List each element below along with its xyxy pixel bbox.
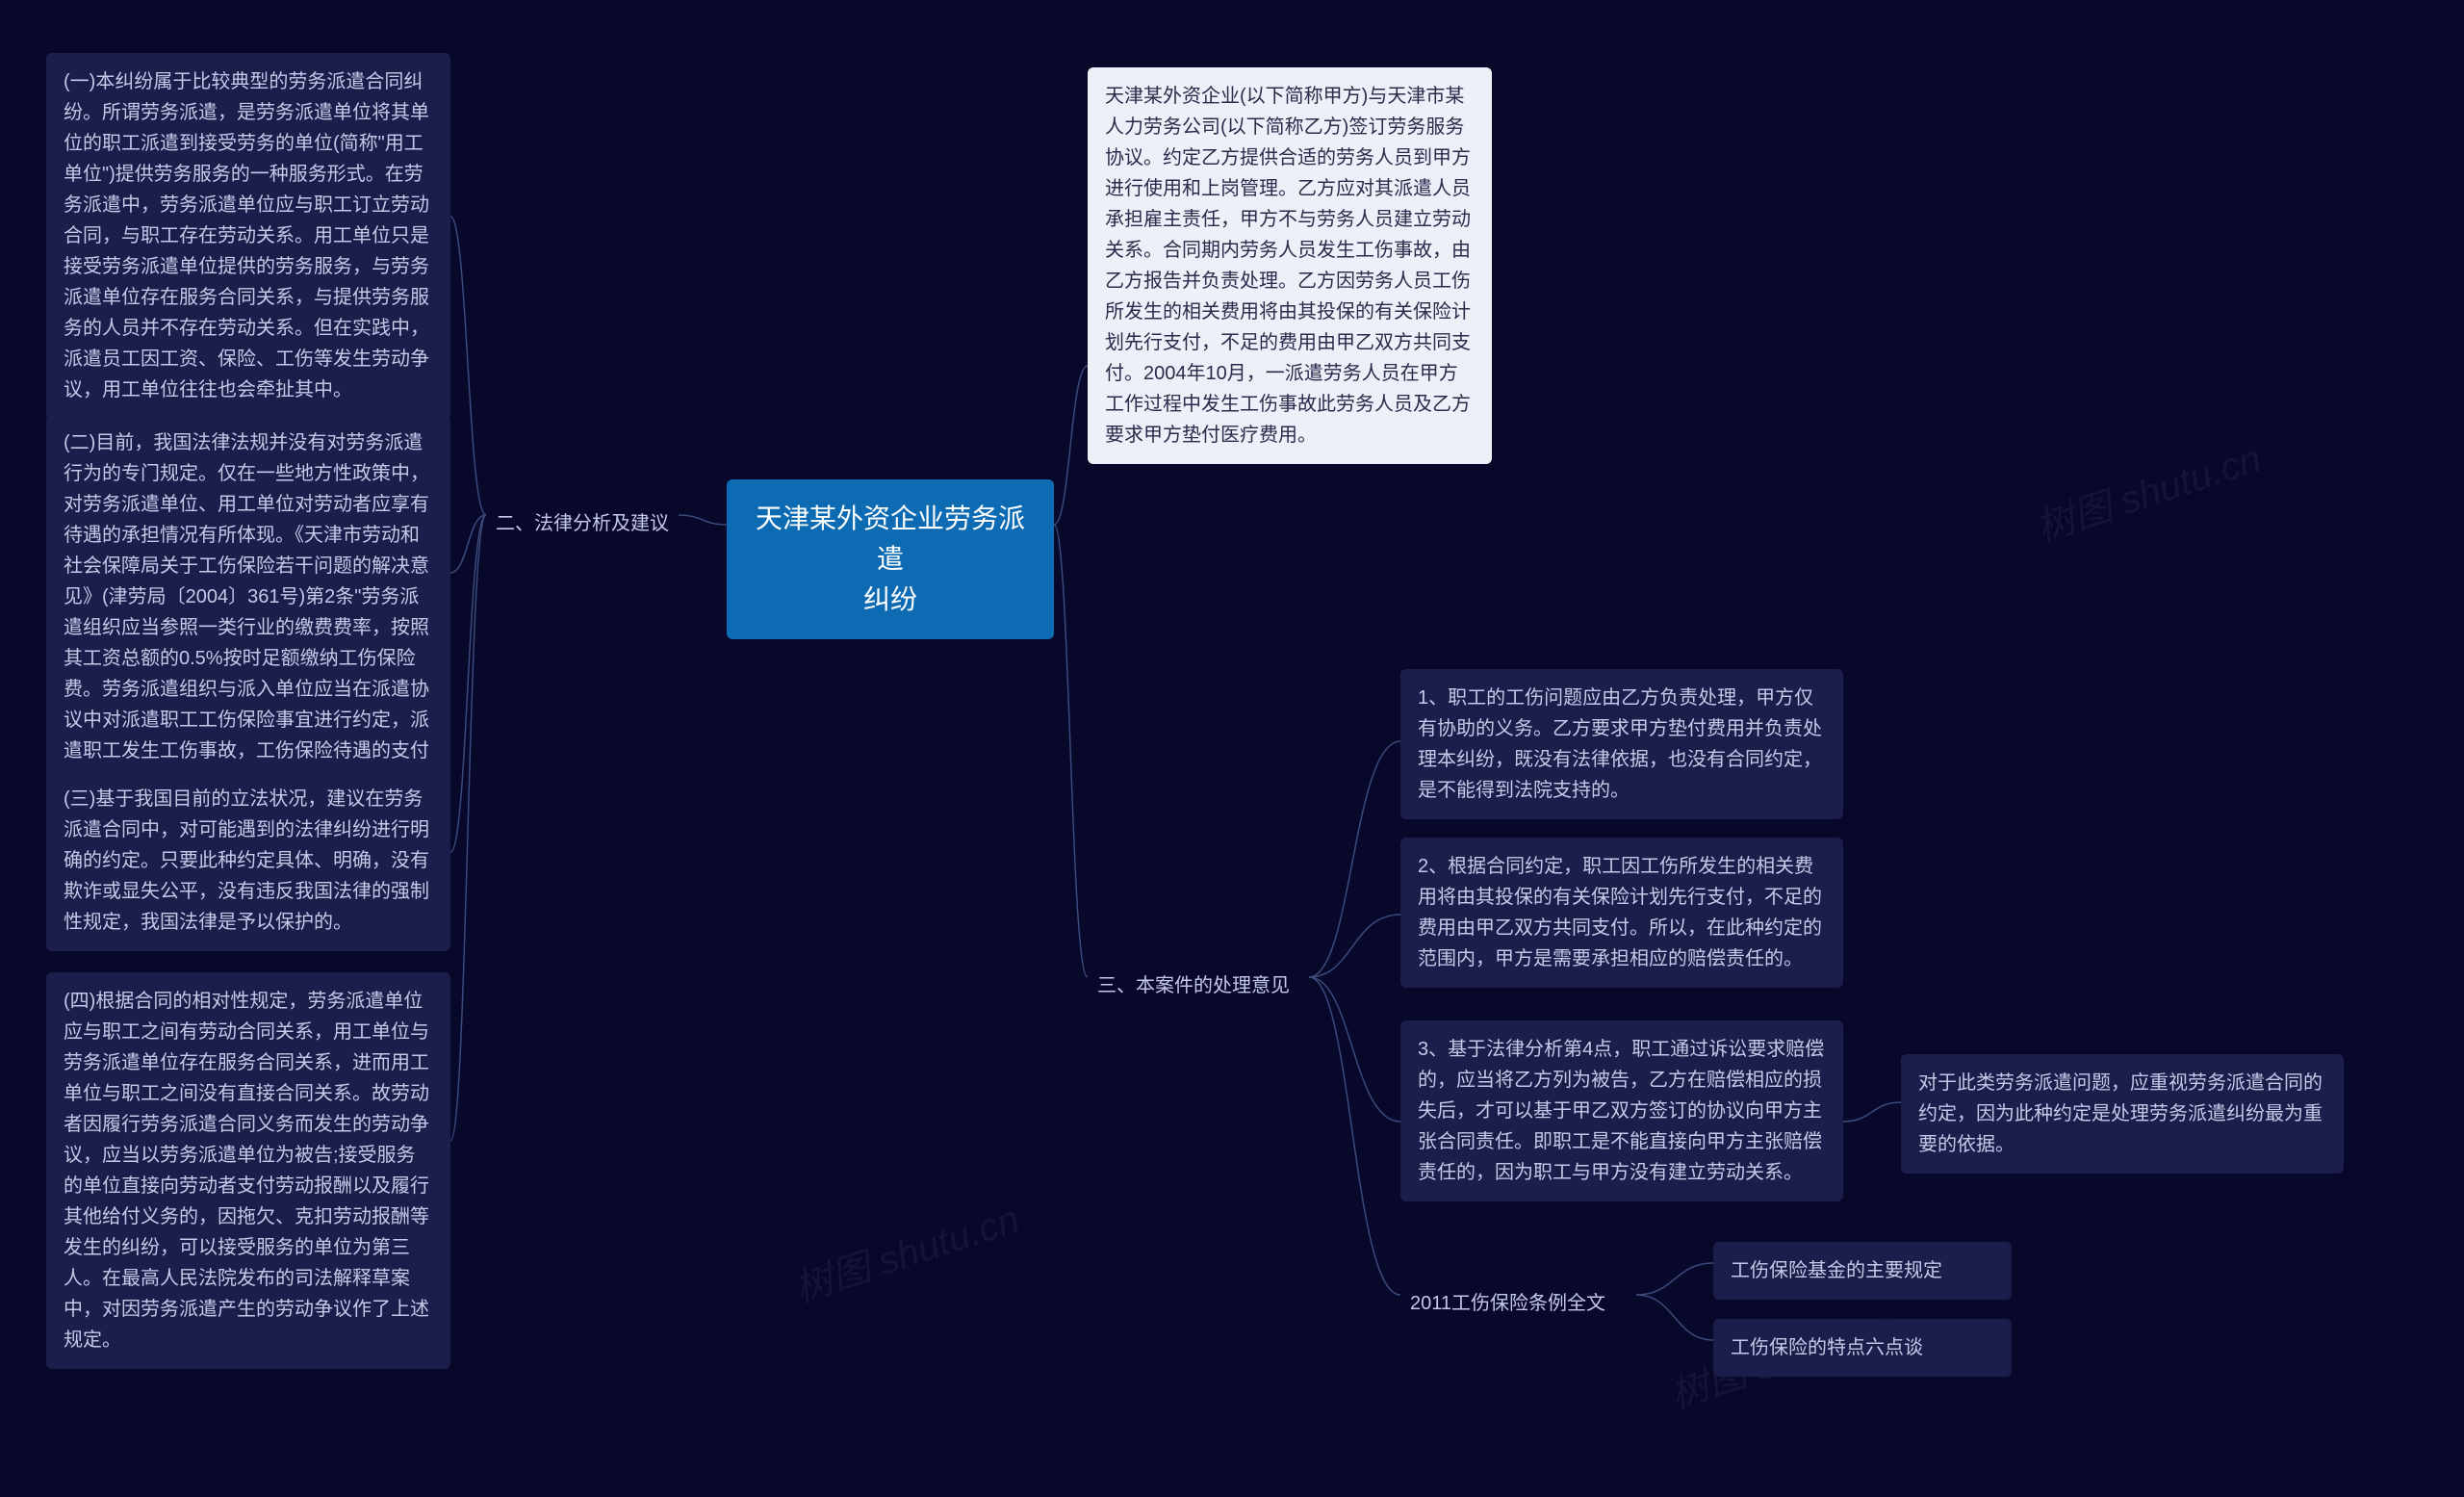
analysis-label-text: 二、法律分析及建议 — [496, 513, 669, 534]
opinion-1[interactable]: 1、职工的工伤问题应由乙方负责处理，甲方仅有协助的义务。乙方要求甲方垫付费用并负… — [1400, 669, 1843, 819]
insurance-item-2[interactable]: 工伤保险的特点六点谈 — [1713, 1319, 2012, 1377]
watermark: 树图 shutu.cn — [2028, 427, 2267, 553]
insurance-item-2-text: 工伤保险的特点六点谈 — [1731, 1337, 1923, 1358]
insurance-item-1[interactable]: 工伤保险基金的主要规定 — [1713, 1242, 2012, 1300]
opinion-3-detail[interactable]: 对于此类劳务派遣问题，应重视劳务派遣合同的约定，因为此种约定是处理劳务派遣纠纷最… — [1901, 1054, 2344, 1174]
analysis-3-text: (三)基于我国目前的立法状况，建议在劳务派遣合同中，对可能遇到的法律纠纷进行明确… — [64, 788, 429, 933]
intro-node[interactable]: 天津某外资企业(以下简称甲方)与天津市某人力劳务公司(以下简称乙方)签订劳务服务… — [1088, 67, 1492, 464]
insurance-item-1-text: 工伤保险基金的主要规定 — [1731, 1260, 1942, 1281]
analysis-4-text: (四)根据合同的相对性规定，劳务派遣单位应与职工之间有劳动合同关系，用工单位与劳… — [64, 991, 429, 1351]
opinion-2-text: 2、根据合同约定，职工因工伤所发生的相关费用将由其投保的有关保险计划先行支付，不… — [1418, 856, 1822, 969]
analysis-1[interactable]: (一)本纠纷属于比较典型的劳务派遣合同纠纷。所谓劳务派遣，是劳务派遣单位将其单位… — [46, 53, 450, 419]
insurance-label-text: 2011工伤保险条例全文 — [1410, 1293, 1605, 1314]
root-title-line2: 纠纷 — [863, 584, 917, 614]
analysis-2-text: (二)目前，我国法律法规并没有对劳务派遣行为的专门规定。仅在一些地方性政策中，对… — [64, 432, 429, 792]
watermark: 树图 shutu.cn — [786, 1188, 1025, 1313]
analysis-label[interactable]: 二、法律分析及建议 — [486, 501, 679, 547]
root-title-line1: 天津某外资企业劳务派遣 — [756, 503, 1025, 574]
opinion-3[interactable]: 3、基于法律分析第4点，职工通过诉讼要求赔偿的，应当将乙方列为被告，乙方在赔偿相… — [1400, 1020, 1843, 1201]
analysis-1-text: (一)本纠纷属于比较典型的劳务派遣合同纠纷。所谓劳务派遣，是劳务派遣单位将其单位… — [64, 71, 429, 400]
analysis-3[interactable]: (三)基于我国目前的立法状况，建议在劳务派遣合同中，对可能遇到的法律纠纷进行明确… — [46, 770, 450, 951]
opinion-2[interactable]: 2、根据合同约定，职工因工伤所发生的相关费用将由其投保的有关保险计划先行支付，不… — [1400, 838, 1843, 988]
intro-text: 天津某外资企业(以下简称甲方)与天津市某人力劳务公司(以下简称乙方)签订劳务服务… — [1105, 86, 1471, 446]
analysis-2[interactable]: (二)目前，我国法律法规并没有对劳务派遣行为的专门规定。仅在一些地方性政策中，对… — [46, 414, 450, 811]
opinion-3-text: 3、基于法律分析第4点，职工通过诉讼要求赔偿的，应当将乙方列为被告，乙方在赔偿相… — [1418, 1039, 1824, 1183]
opinions-label-text: 三、本案件的处理意见 — [1097, 975, 1290, 996]
root-node[interactable]: 天津某外资企业劳务派遣 纠纷 — [727, 479, 1054, 639]
insurance-label[interactable]: 2011工伤保险条例全文 — [1400, 1280, 1615, 1327]
analysis-4[interactable]: (四)根据合同的相对性规定，劳务派遣单位应与职工之间有劳动合同关系，用工单位与劳… — [46, 972, 450, 1369]
opinion-3-detail-text: 对于此类劳务派遣问题，应重视劳务派遣合同的约定，因为此种约定是处理劳务派遣纠纷最… — [1918, 1072, 2323, 1155]
opinions-label[interactable]: 三、本案件的处理意见 — [1088, 963, 1299, 1009]
opinion-1-text: 1、职工的工伤问题应由乙方负责处理，甲方仅有协助的义务。乙方要求甲方垫付费用并负… — [1418, 687, 1822, 801]
